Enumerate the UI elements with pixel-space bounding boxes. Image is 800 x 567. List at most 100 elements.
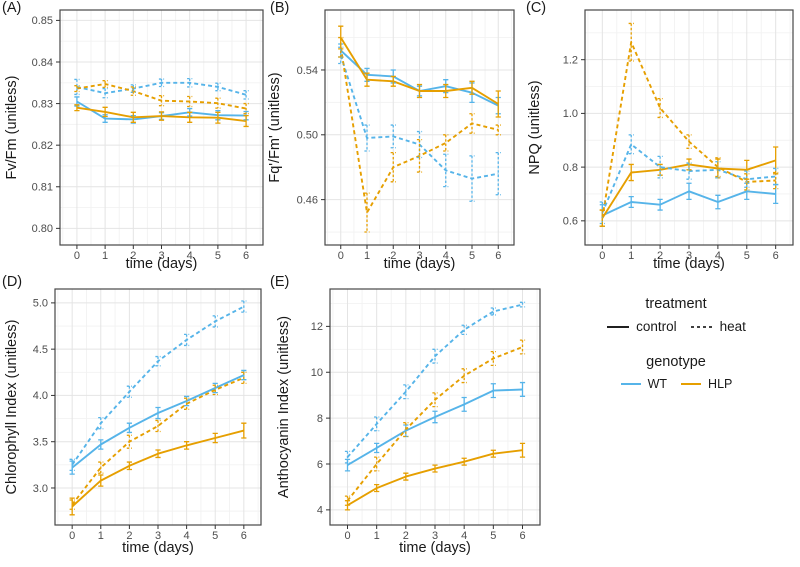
legend-key-control: control [606,319,677,334]
x-tick-label: 4 [461,530,467,542]
x-tick-label: 4 [184,530,190,542]
x-tick-label: 4 [187,250,193,262]
x-tick-label: 3 [686,250,692,262]
legend-treatment-title: treatment [645,296,707,312]
y-axis-label: NPQ (unitless) [527,80,543,174]
y-tick-label: 0.83 [32,98,53,110]
panel-A-tag: (A) [2,0,22,16]
y-tick-label: 0.54 [297,65,318,77]
x-axis-label: time (days) [653,256,725,272]
x-tick-label: 2 [403,530,409,542]
x-tick-label: 1 [98,530,104,542]
x-tick-label: 2 [657,250,663,262]
y-tick-label: 0.50 [297,130,318,142]
solid-line-icon [607,325,630,328]
y-axis-label: Fv/Fm (unitless) [4,76,20,180]
error-bars-HLP-heat [599,22,779,227]
x-tick-label: 6 [495,250,501,262]
error-bars-WT-heat [69,300,247,472]
x-tick-label: 1 [102,250,108,262]
y-tick-label: 8 [317,413,323,425]
error-bars-WT-heat [599,134,779,225]
x-tick-label: 5 [469,250,475,262]
error-bars-HLP-control [74,104,249,128]
dashed-line-icon [690,325,713,328]
legend-key-wt: WT [620,377,667,391]
x-tick-label: 4 [443,250,449,262]
x-axis-label: time (days) [399,540,471,556]
x-tick-label: 6 [519,530,525,542]
hlp-line-icon [681,383,702,385]
panel-E: (E) 0 1 2 3 4 5 6 4 6 8 10 12 time (days) Anthocyanin… [268,274,544,566]
chart-B-fqfm: 0 1 2 3 4 5 6 0.46 0.50 0.54 time (days) Fq'/Fm' (u… [268,9,515,272]
y-tick-label: 4 [317,505,323,517]
x-tick-label: 1 [628,250,634,262]
panel-A: (A) 0 1 2 3 4 5 6 0.80 0.81 0.82 0.83 0.84 0.85 time … [0,0,268,272]
x-axis-label: time (days) [384,256,456,272]
error-bars-HLP-heat [74,80,249,115]
y-tick-label: 12 [311,321,323,333]
x-axis-label: time (days) [122,540,194,556]
legend-label-wt: WT [647,377,668,391]
x-tick-label: 6 [773,250,779,262]
chart-D-chlorophyll: 0 1 2 3 4 5 6 3.0 3.5 4.0 4.5 5.0 time (days) Chlorop… [4,288,262,556]
legend: treatment control heat genotype [576,296,776,391]
error-bars-HLP-heat [69,371,247,510]
y-tick-label: 10 [311,367,323,379]
y-tick-label: 5.0 [33,298,48,310]
chart-A-fvfm: 0 1 2 3 4 5 6 0.80 0.81 0.82 0.83 0.84 0.85 time (day… [4,9,264,272]
x-tick-label: 0 [344,530,350,542]
x-tick-label: 6 [243,250,249,262]
y-tick-label: 0.84 [32,57,53,69]
x-tick-label: 6 [241,530,247,542]
x-tick-label: 5 [212,530,218,542]
legend-treatment-group: treatment control heat [576,296,776,334]
x-tick-label: 3 [432,530,438,542]
y-tick-label: 0.85 [32,15,53,27]
error-bars-HLP-heat [344,339,526,506]
error-bars-HLP-heat [338,36,501,233]
y-tick-label: 0.81 [32,182,53,194]
y-tick-label: 6 [317,459,323,471]
y-tick-label: 3.5 [33,437,48,449]
x-axis-label: time (days) [126,256,198,272]
legend-treatment-items: control heat [576,319,776,334]
x-tick-label: 0 [74,250,80,262]
y-tick-label: 3.0 [33,483,48,495]
y-tick-label: 0.6 [563,216,578,228]
panel-C: (C) 0 1 2 3 4 5 6 0.6 0.8 1.0 1.2 time (days) NPQ (u… [524,0,800,272]
panel-C-tag: (C) [526,0,547,16]
x-tick-label: 0 [338,250,344,262]
x-tick-label: 5 [490,530,496,542]
panel-D: (D) 0 1 2 3 4 5 6 3.0 3.5 4.0 4.5 5.0 time (days) Chl… [0,274,268,566]
error-bars-WT-control [344,381,526,472]
x-tick-label: 0 [599,250,605,262]
x-tick-label: 3 [158,250,164,262]
x-tick-label: 2 [126,530,132,542]
y-tick-label: 0.8 [563,162,578,174]
x-tick-label: 2 [130,250,136,262]
x-tick-label: 5 [215,250,221,262]
chart-C-npq: 0 1 2 3 4 5 6 0.6 0.8 1.0 1.2 time (days) NPQ (unitl… [527,9,794,272]
legend-label-heat: heat [719,319,746,334]
x-tick-label: 0 [69,530,75,542]
x-tick-label: 2 [390,250,396,262]
y-axis-label: Anthocyanin Index (unitless) [276,316,292,498]
series-line-HLP-heat [346,346,523,502]
error-bars-HLP-control [69,422,247,516]
wt-line-icon [620,383,641,385]
panel-B: (B) 0 1 2 3 4 5 6 0.46 0.50 0.54 time (days) Fq'/Fm… [268,0,520,272]
panel-B-tag: (B) [270,0,290,16]
x-tick-label: 1 [374,530,380,542]
legend-genotype-items: WT HLP [576,377,776,391]
x-tick-label: 3 [416,250,422,262]
y-axis-label: Fq'/Fm' (unitless) [268,72,283,182]
y-tick-label: 4.5 [33,344,48,356]
x-tick-label: 5 [744,250,750,262]
legend-genotype-group: genotype WT HLP [576,354,776,391]
x-tick-label: 3 [155,530,161,542]
legend-key-hlp: HLP [680,377,732,391]
panel-E-tag: (E) [270,274,290,290]
series-line-WT-heat [346,303,523,458]
